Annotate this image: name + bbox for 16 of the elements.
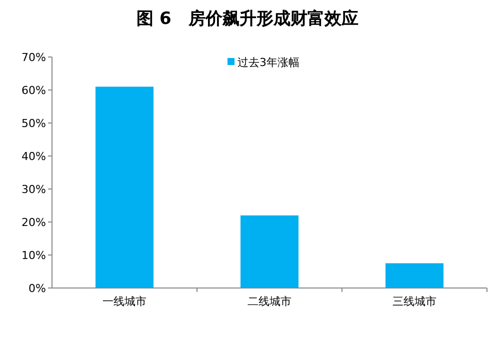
x-tick-label: 三线城市 — [392, 295, 436, 308]
y-tick-label: 10% — [22, 249, 46, 262]
bar — [240, 215, 298, 288]
y-tick-label: 70% — [22, 51, 46, 64]
y-tick-label: 60% — [22, 84, 46, 97]
y-tick-label: 20% — [22, 216, 46, 229]
y-tick-label: 0% — [28, 282, 46, 295]
legend-label: 过去3年涨幅 — [238, 56, 300, 69]
y-tick-label: 50% — [22, 117, 46, 130]
chart-title: 图 6 房价飙升形成财富效应 — [136, 9, 358, 29]
bar — [96, 86, 154, 288]
x-tick-label: 一线城市 — [102, 295, 146, 308]
y-tick-label: 40% — [22, 150, 46, 163]
bar — [386, 263, 444, 288]
x-tick-label: 二线城市 — [248, 295, 292, 308]
y-tick-label: 30% — [22, 183, 46, 196]
